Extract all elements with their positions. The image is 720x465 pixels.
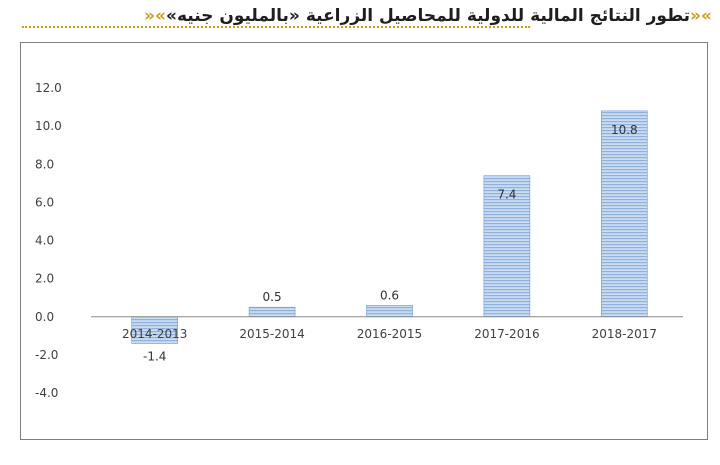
y-tick-label: 10.0 xyxy=(35,119,62,133)
y-tick-label: 2.0 xyxy=(35,272,54,286)
chart-frame: 12.0 10.0 8.0 6.0 4.0 2.0 0.0 -2.0 -4.0 2014-201… xyxy=(20,42,708,440)
data-label: 7.4 xyxy=(497,188,516,202)
y-tick-label: 6.0 xyxy=(35,195,54,209)
data-label: -1.4 xyxy=(143,349,166,363)
bar xyxy=(366,305,413,318)
x-tick-label: 2015-2014 xyxy=(239,327,304,341)
bar xyxy=(483,175,531,318)
y-tick-label: 0.0 xyxy=(35,310,54,324)
chart-title-text: تطور النتائج المالية للدولية للمحاصيل ال… xyxy=(165,6,691,26)
title-ornament: »« xyxy=(690,6,712,26)
x-tick-label: 2014-2013 xyxy=(122,327,187,341)
title-ornament-end: »« xyxy=(144,6,166,26)
bar-chart: 12.0 10.0 8.0 6.0 4.0 2.0 0.0 -2.0 -4.0 2014-201… xyxy=(35,81,683,400)
header-dotted-rule xyxy=(22,26,530,28)
y-tick-label: -4.0 xyxy=(35,386,58,400)
chart-header: »«تطور النتائج المالية للدولية للمحاصيل … xyxy=(0,0,720,40)
y-tick-label: 4.0 xyxy=(35,234,54,248)
bar xyxy=(600,110,648,318)
bar xyxy=(131,316,178,344)
y-tick-label: -2.0 xyxy=(35,348,58,362)
chart-title: »«تطور النتائج المالية للدولية للمحاصيل … xyxy=(136,6,712,26)
x-tick-label: 2016-2015 xyxy=(357,327,422,341)
data-label: 0.6 xyxy=(380,288,399,302)
y-tick-label: 12.0 xyxy=(35,81,62,95)
data-label: 0.5 xyxy=(263,290,282,304)
y-tick-label: 8.0 xyxy=(35,157,54,171)
x-tick-label: 2017-2016 xyxy=(474,327,539,341)
x-tick-label: 2018-2017 xyxy=(592,327,657,341)
bar xyxy=(248,306,296,318)
data-label: 10.8 xyxy=(611,123,638,137)
